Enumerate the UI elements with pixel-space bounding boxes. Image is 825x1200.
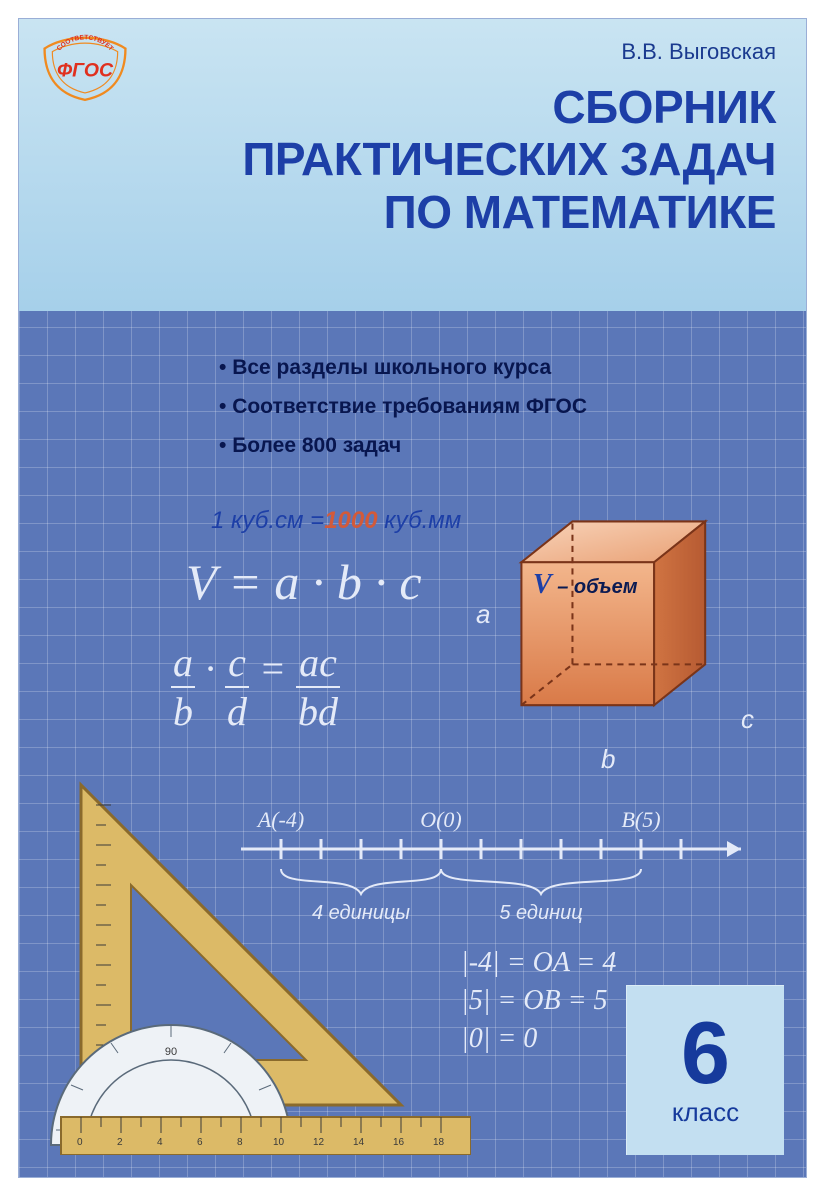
svg-text:10: 10	[273, 1137, 285, 1148]
volume-formula: V = a · b · c	[186, 553, 422, 611]
svg-text:14: 14	[353, 1137, 365, 1148]
title-line-1: СБОРНИК	[242, 81, 776, 133]
cube-diagram	[501, 501, 746, 746]
book-title: СБОРНИК ПРАКТИЧЕСКИХ ЗАДАЧ ПО МАТЕМАТИКЕ	[242, 81, 776, 238]
cube-edge-b: b	[601, 744, 615, 775]
abs-eq-line: |-4| = OA = 4	[461, 944, 616, 982]
svg-text:0: 0	[251, 1127, 257, 1138]
grade-word: класс	[672, 1097, 739, 1128]
cube-edge-c: c	[741, 704, 754, 735]
stamp-line2: ФГОС	[57, 60, 114, 82]
drawing-tools: 90 180 0	[41, 725, 471, 1155]
svg-text:12: 12	[313, 1137, 325, 1148]
absolute-value-equations: |-4| = OA = 4 |5| = OB = 5 |0| = 0	[461, 944, 616, 1057]
protractor-icon: 90 180 0	[51, 1025, 291, 1145]
volume-badge: V – объем	[533, 569, 638, 601]
title-line-3: ПО МАТЕМАТИКЕ	[242, 186, 776, 238]
grade-number: 6	[681, 1013, 730, 1092]
svg-text:4: 4	[157, 1137, 163, 1148]
book-cover: СООТВЕТСТВУЕТ ФГОС В.В. Выговская СБОРНИ…	[18, 18, 807, 1178]
abs-eq-line: |5| = OB = 5	[461, 982, 616, 1020]
svg-text:18: 18	[433, 1137, 445, 1148]
svg-text:6: 6	[197, 1137, 203, 1148]
ruler-icon: 0 2 4 6 8 10 12 14 16 18	[61, 1117, 471, 1155]
fgos-stamp: СООТВЕТСТВУЕТ ФГОС	[37, 33, 133, 103]
abs-eq-line: |0| = 0	[461, 1020, 616, 1058]
svg-text:90: 90	[165, 1046, 177, 1058]
svg-text:A(-4): A(-4)	[256, 807, 304, 832]
svg-text:16: 16	[393, 1137, 405, 1148]
fraction-formula: ab · cd = acbd	[171, 639, 340, 735]
author-name: В.В. Выговская	[621, 39, 776, 65]
number-line: A(-4) O(0) B(5) 4 единицы 5 единиц	[241, 799, 761, 939]
svg-text:180: 180	[81, 1127, 98, 1138]
conversion-formula: 1 куб.см =1000 куб.мм	[211, 507, 461, 535]
svg-text:0: 0	[77, 1137, 83, 1148]
svg-text:2: 2	[117, 1137, 123, 1148]
svg-text:4 единицы: 4 единицы	[312, 902, 410, 924]
svg-text:B(5): B(5)	[621, 807, 660, 832]
bullet-item: Все разделы школьного курса	[219, 349, 587, 388]
feature-bullets: Все разделы школьного курса Соответствие…	[219, 349, 587, 466]
bullet-item: Соответствие требованиям ФГОС	[219, 388, 587, 427]
title-line-2: ПРАКТИЧЕСКИХ ЗАДАЧ	[242, 133, 776, 185]
svg-text:8: 8	[237, 1137, 243, 1148]
math-figure-area: 1 куб.см =1000 куб.мм V = a · b · c ab ·…	[41, 489, 784, 1155]
cube-edge-a: a	[476, 599, 490, 630]
svg-text:O(0): O(0)	[420, 807, 462, 832]
bullet-item: Более 800 задач	[219, 427, 587, 466]
grade-badge: 6 класс	[626, 985, 784, 1155]
svg-text:5 единиц: 5 единиц	[499, 902, 582, 924]
